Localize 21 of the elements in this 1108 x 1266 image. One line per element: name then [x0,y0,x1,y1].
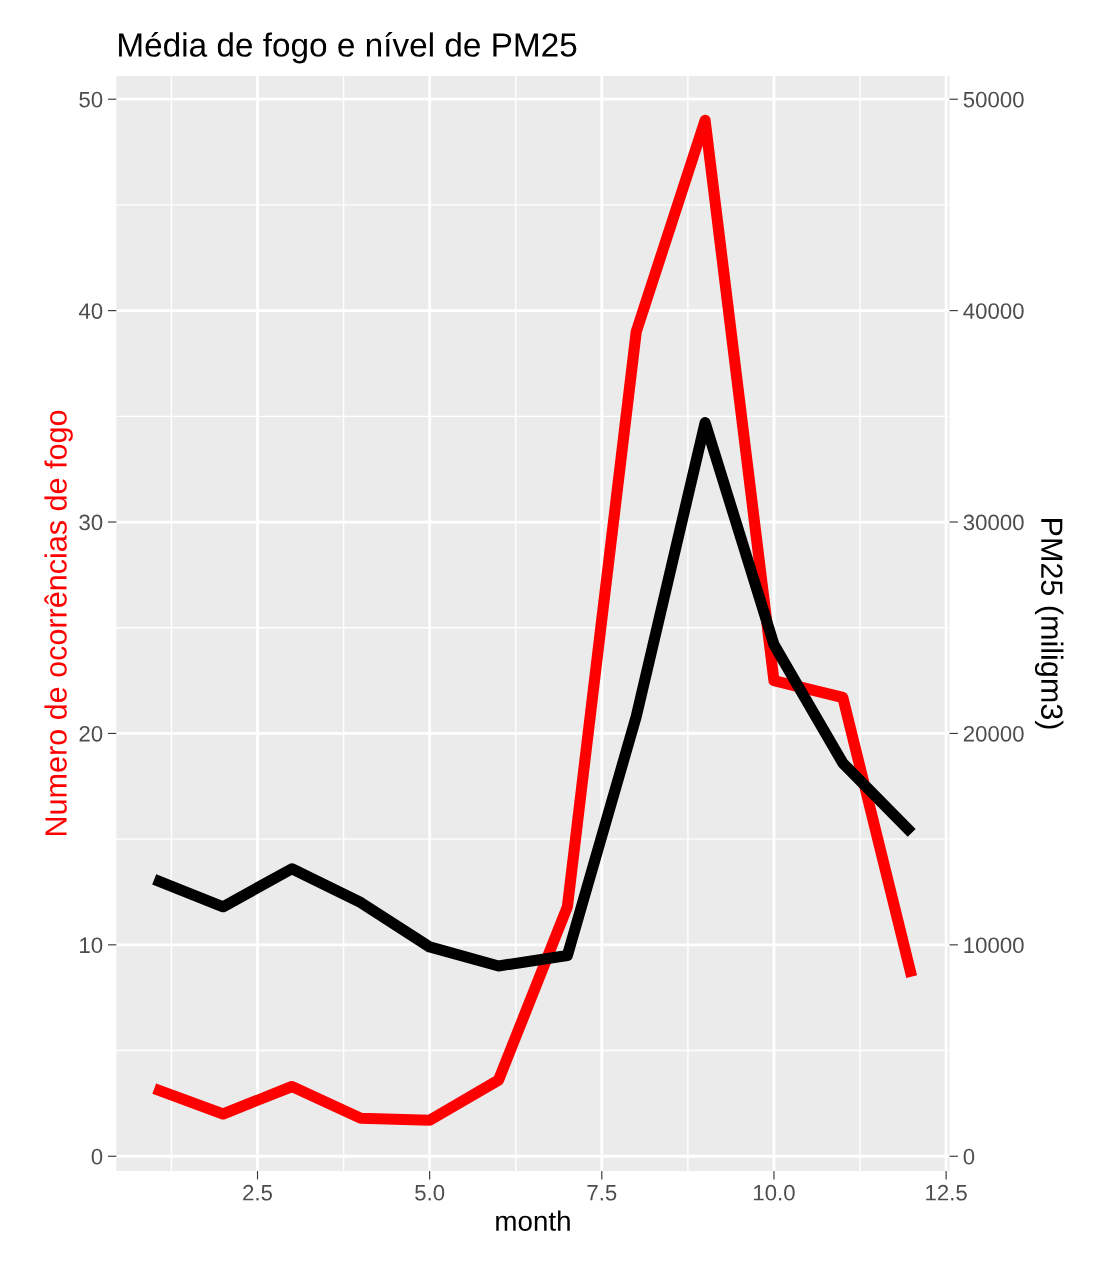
x-tick-label: 10.0 [754,1184,795,1201]
y-tick-label: 40 [78,303,103,319]
x-tick-label: 12.5 [926,1184,967,1201]
y-tick-label: 10 [80,937,103,954]
x-tick-label: 5.0 [415,1184,445,1201]
chart-title: Média de fogo e nível de PM25 [119,31,577,64]
y2-tick-label: 50000 [963,91,1024,108]
y-tick-label: 0 [91,1148,103,1165]
y2-tick-label: 40000 [963,303,1024,319]
y-axis-title: Numero de ocorrências de fogo [44,410,73,835]
y-tick-label: 20 [79,725,103,742]
y2-tick-label: 30000 [963,514,1024,531]
y2-tick-label: 10000 [964,937,1024,954]
y-tick-label: 30 [79,514,103,531]
x-axis-title: month [496,1210,570,1231]
y2-tick-label: 20000 [963,725,1024,742]
y2-axis-title: PM25 (miligm3) [1034,519,1064,729]
x-tick-label: 7.5 [587,1185,617,1201]
y2-tick-label: 0 [963,1148,975,1165]
x-tick-label: 2.5 [243,1184,273,1201]
y-tick-label: 50 [79,91,103,108]
